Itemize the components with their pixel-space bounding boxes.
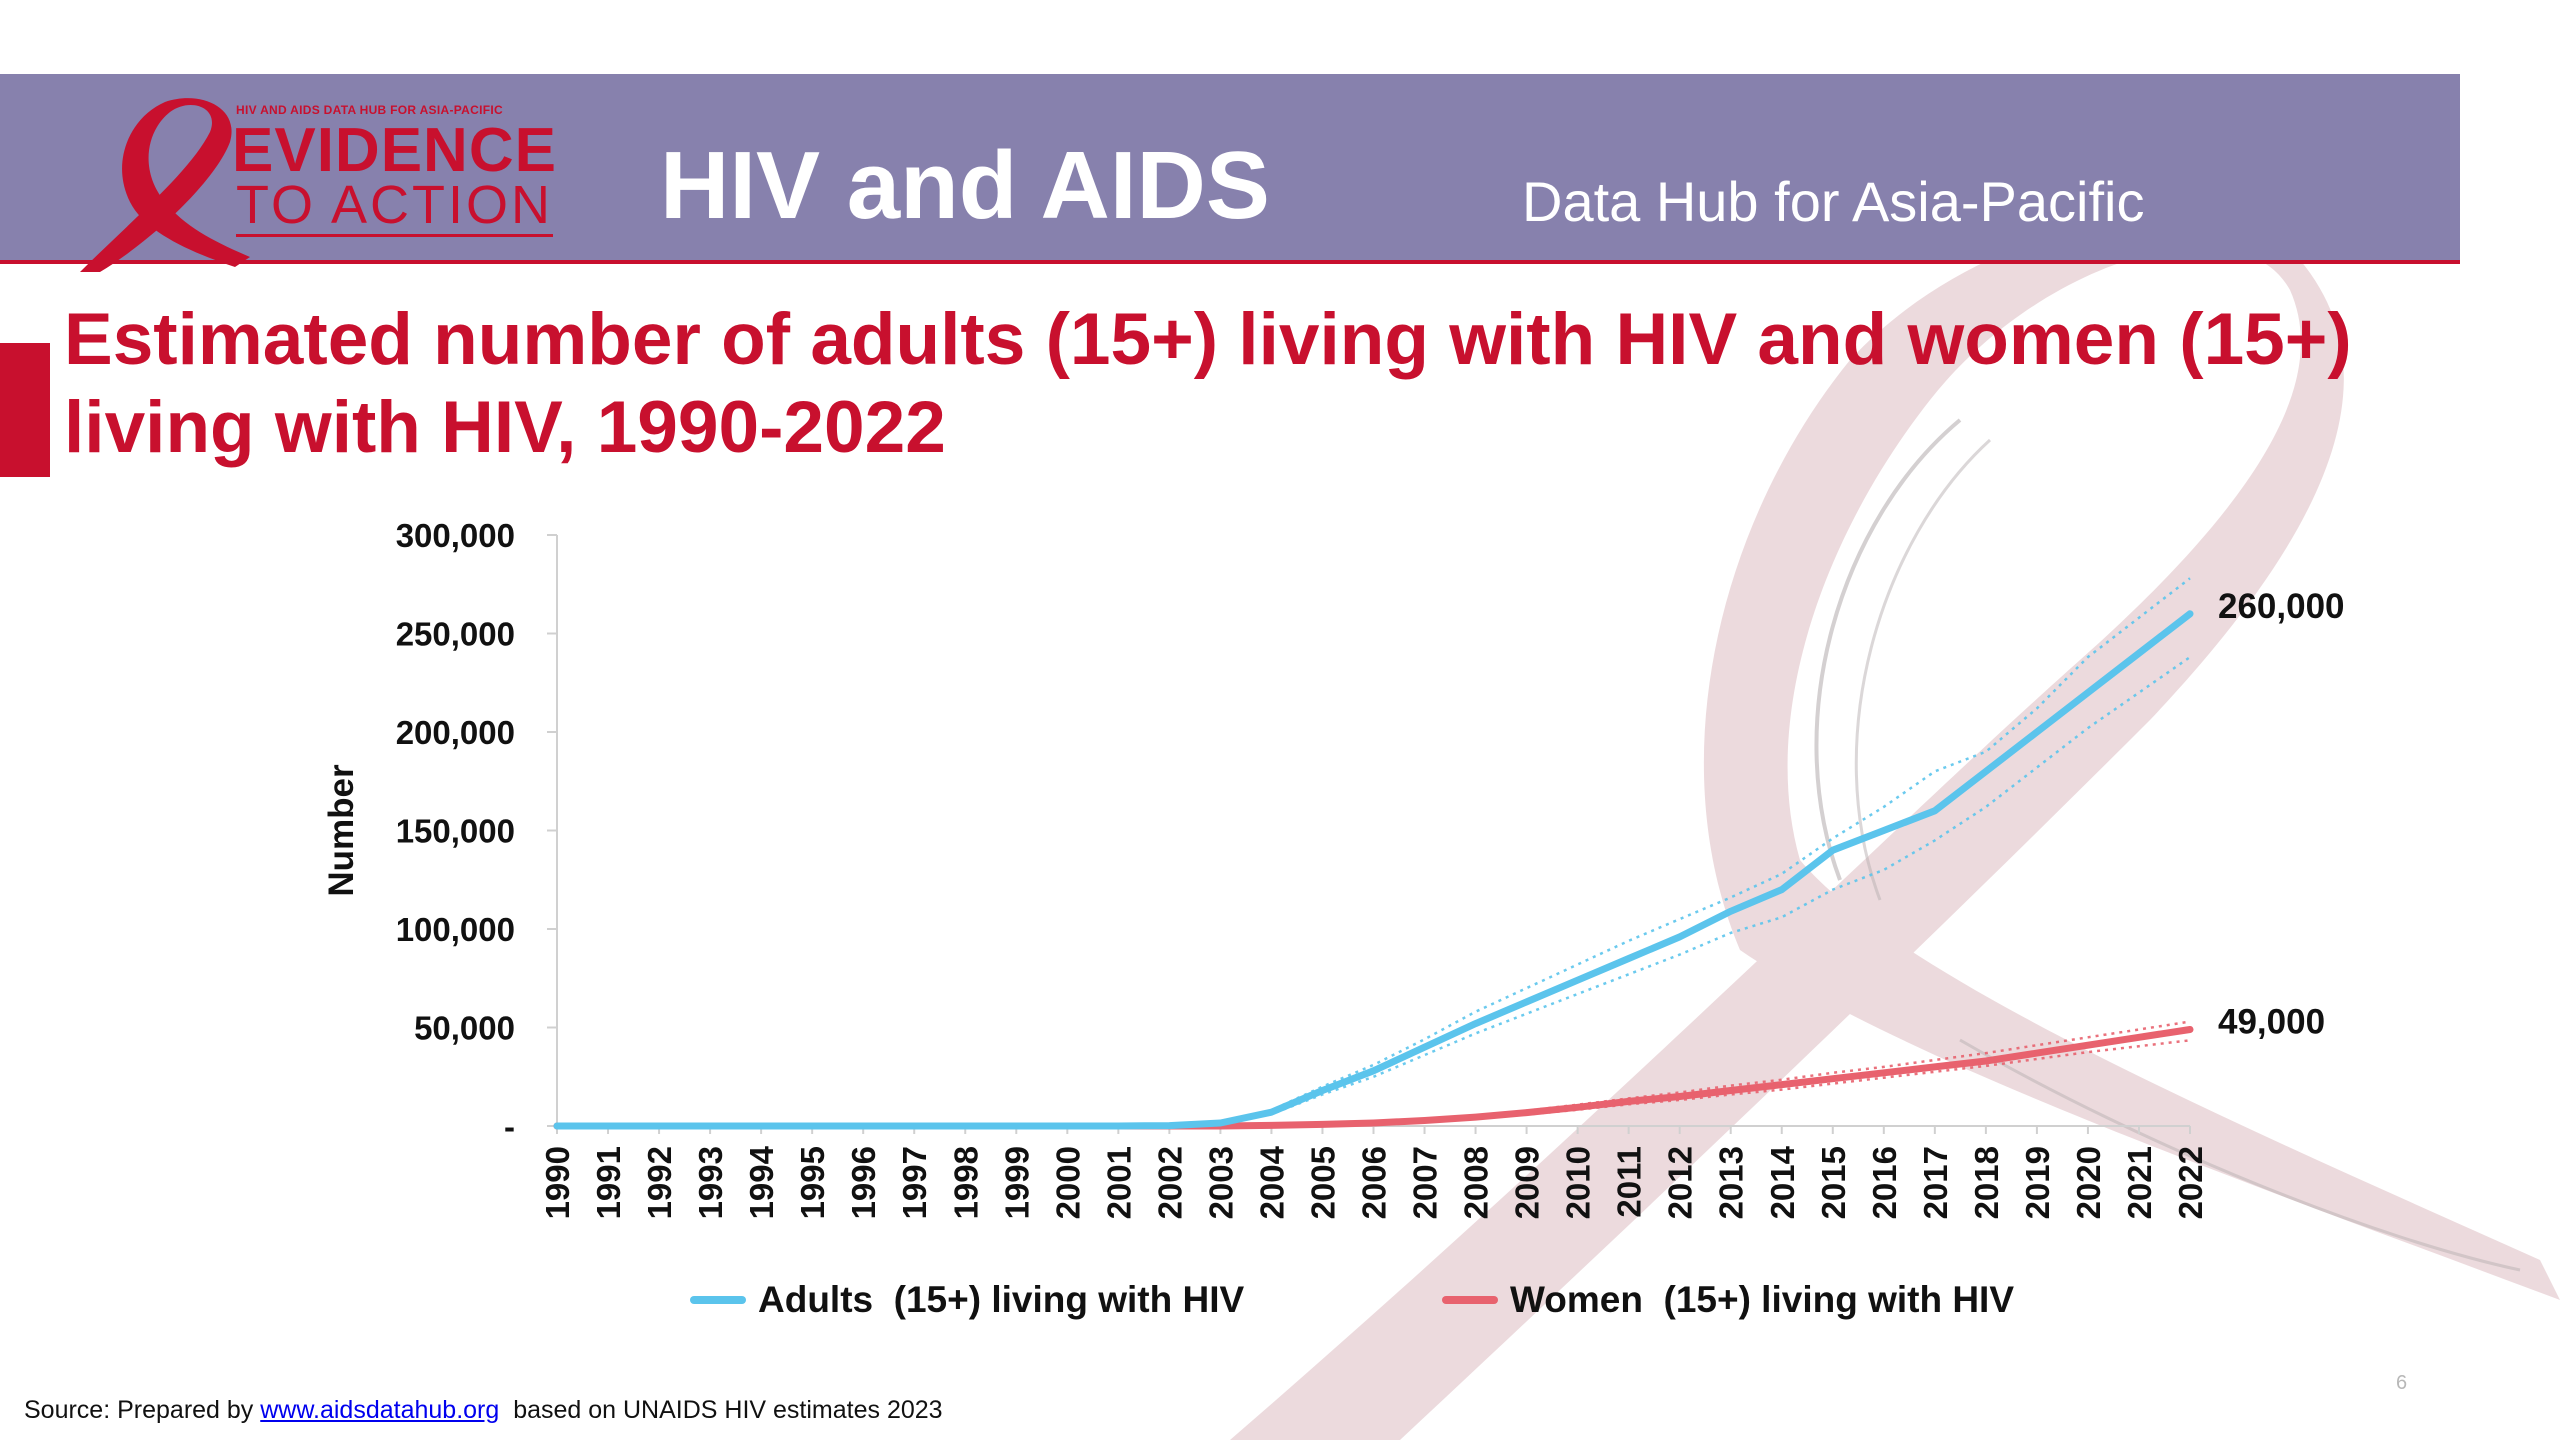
- x-tick-label: 2010: [1560, 1146, 1597, 1219]
- logo-tagline: HIV AND AIDS DATA HUB FOR ASIA-PACIFIC: [236, 103, 503, 117]
- x-tick-label: 1993: [692, 1146, 729, 1219]
- header-banner: [0, 74, 2460, 264]
- series-lower-bound-women: [557, 1039, 2191, 1128]
- series-line-adults: [553, 610, 2194, 1130]
- x-tick-label: 2005: [1304, 1146, 1341, 1219]
- source-suffix: based on UNAIDS HIV estimates 2023: [499, 1396, 943, 1424]
- end-value-label-women: 49,000: [2218, 1002, 2325, 1041]
- x-tick-label: 2001: [1100, 1146, 1137, 1219]
- end-value-label-adults: 260,000: [2218, 587, 2345, 626]
- x-tick-label: 2020: [2070, 1146, 2107, 1219]
- x-tick-label: 2014: [1764, 1145, 1801, 1219]
- x-tick-label: 2004: [1253, 1145, 1290, 1219]
- x-tick-label: 1998: [947, 1146, 984, 1219]
- x-tick-label: 2015: [1815, 1146, 1852, 1219]
- x-tick-label: 1995: [794, 1146, 831, 1219]
- legend-swatch-women: [1442, 1296, 1498, 1304]
- legend-item-adults: Adults (15+) living with HIV: [690, 1270, 1244, 1330]
- x-tick-label: 2002: [1151, 1146, 1188, 1219]
- legend-item-women: Women (15+) living with HIV: [1442, 1270, 2014, 1330]
- x-tick-label: 1994: [743, 1145, 780, 1219]
- x-tick-label: 2003: [1202, 1146, 1239, 1219]
- legend-label-women: Women (15+) living with HIV: [1510, 1279, 2015, 1320]
- y-tick-label: 250,000: [396, 616, 515, 653]
- source-link[interactable]: www.aidsdatahub.org: [260, 1396, 500, 1424]
- x-tick-label: 2009: [1509, 1146, 1546, 1219]
- chart-legend: Adults (15+) living with HIV Women (15+)…: [690, 1270, 2090, 1330]
- x-tick-label: 2021: [2121, 1146, 2158, 1219]
- x-tick-label: 2007: [1407, 1146, 1444, 1219]
- series-lower-bound-adults: [557, 656, 2191, 1128]
- title-accent-bar: [0, 343, 50, 477]
- x-tick-label: 2017: [1917, 1146, 1954, 1219]
- x-tick-label: 2008: [1458, 1146, 1495, 1219]
- header-title: HIV and AIDS: [660, 132, 1270, 239]
- y-tick-label: 200,000: [396, 714, 515, 751]
- logo-text-to-action: TO ACTION: [236, 175, 554, 237]
- x-tick-label: 2013: [1713, 1146, 1750, 1219]
- x-tick-label: 2011: [1611, 1146, 1648, 1218]
- x-tick-label: 2022: [2172, 1146, 2209, 1219]
- y-axis-label: Number: [322, 764, 361, 897]
- x-tick-label: 2018: [1968, 1146, 2005, 1219]
- x-tick-label: 2016: [1866, 1146, 1903, 1219]
- source-prefix: Source: Prepared by: [24, 1396, 261, 1424]
- header-subtitle: Data Hub for Asia-Pacific: [1522, 170, 2145, 233]
- x-tick-label: 1997: [896, 1146, 933, 1219]
- legend-swatch-adults: [690, 1296, 746, 1304]
- confidence-bands: [557, 577, 2191, 1128]
- y-tick-label: 150,000: [396, 813, 515, 850]
- x-tick-label: 2012: [1662, 1146, 1699, 1219]
- x-tick-label: 2019: [2019, 1146, 2056, 1219]
- y-tick-label: 100,000: [396, 911, 515, 948]
- y-tick-label: 50,000: [414, 1010, 515, 1047]
- series-upper-bound-adults: [557, 577, 2191, 1128]
- x-tick-label: 1991: [590, 1146, 627, 1219]
- ribbon-logo-icon: [80, 98, 250, 272]
- chart-axes: [547, 534, 2191, 1134]
- source-note: Source: Prepared by www.aidsdatahub.org …: [24, 1396, 943, 1425]
- x-tick-label: 1996: [845, 1146, 882, 1219]
- series-lines: [553, 610, 2194, 1130]
- series-line-women: [553, 1026, 2194, 1130]
- x-tick-label: 1990: [539, 1146, 576, 1219]
- page-number: 6: [2396, 1372, 2408, 1394]
- slide-title: Estimated number of adults (15+) living …: [64, 299, 2352, 468]
- y-tick-label: -: [504, 1108, 515, 1145]
- x-tick-label: 2000: [1049, 1146, 1086, 1219]
- legend-label-adults: Adults (15+) living with HIV: [758, 1279, 1245, 1320]
- y-tick-label: 300,000: [396, 517, 515, 554]
- logo-text-evidence: EVIDENCE: [232, 116, 557, 185]
- chart-labels: - 50,000 100,000 150,000 200,000 250,000 300,0…: [322, 517, 2345, 1219]
- x-tick-label: 1992: [641, 1146, 678, 1219]
- x-tick-label: 2006: [1356, 1146, 1393, 1219]
- x-tick-label: 1999: [998, 1146, 1035, 1219]
